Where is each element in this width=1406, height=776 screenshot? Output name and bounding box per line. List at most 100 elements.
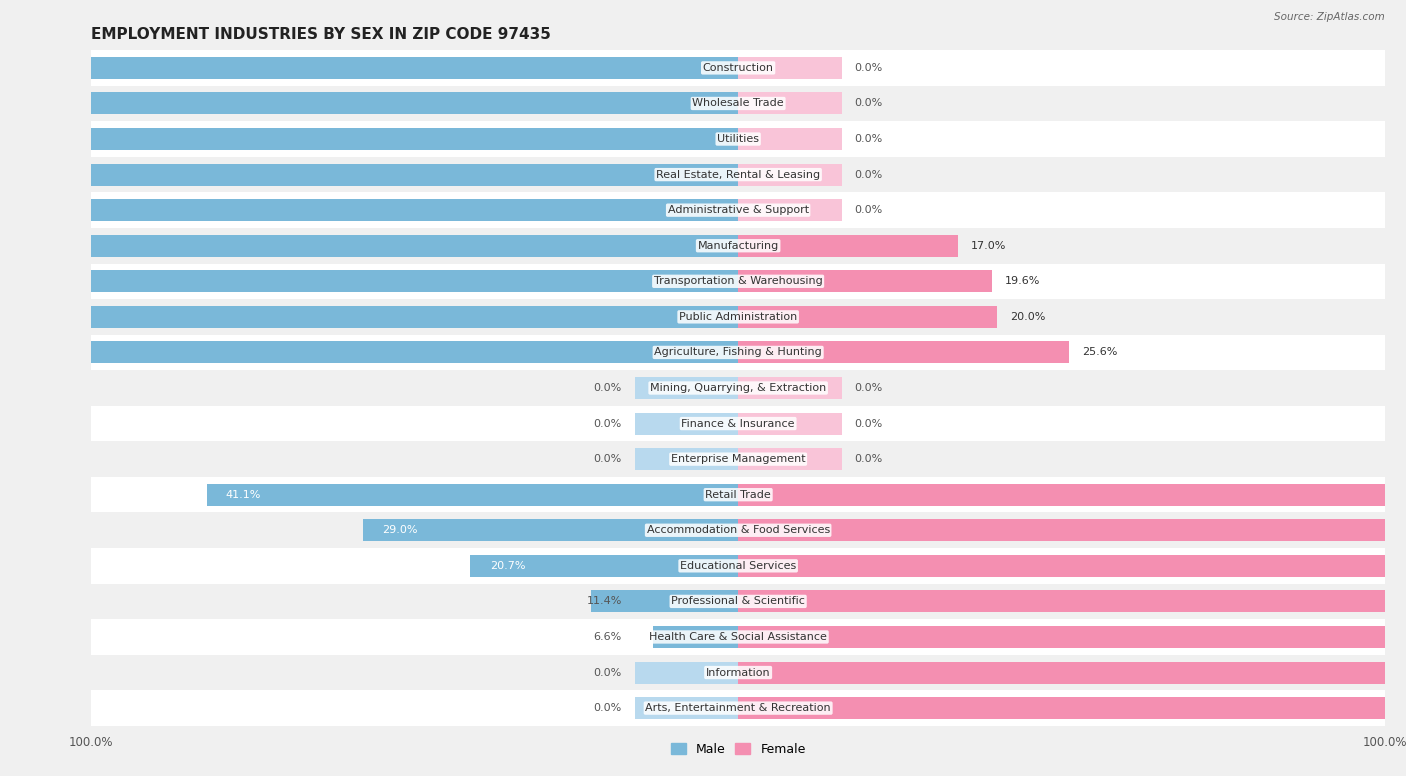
Text: Educational Services: Educational Services <box>681 561 796 571</box>
Bar <box>738 483 1406 506</box>
Bar <box>634 697 738 719</box>
Text: 0.0%: 0.0% <box>593 667 621 677</box>
Bar <box>738 57 842 79</box>
Bar <box>0 270 738 293</box>
Text: 20.0%: 20.0% <box>1010 312 1045 322</box>
Bar <box>91 512 1385 548</box>
Text: 25.6%: 25.6% <box>1083 348 1118 358</box>
Text: 0.0%: 0.0% <box>855 170 883 179</box>
Bar <box>471 555 738 577</box>
Bar <box>738 164 842 185</box>
Bar <box>91 264 1385 299</box>
Bar <box>634 661 738 684</box>
Bar <box>738 697 1406 719</box>
Text: 11.4%: 11.4% <box>586 597 621 606</box>
Text: 0.0%: 0.0% <box>855 205 883 215</box>
Bar <box>91 192 1385 228</box>
Bar <box>738 270 991 293</box>
Bar <box>0 164 738 185</box>
Text: 0.0%: 0.0% <box>593 454 621 464</box>
Bar <box>91 655 1385 691</box>
Text: 0.0%: 0.0% <box>855 418 883 428</box>
Bar <box>91 228 1385 264</box>
Bar <box>634 448 738 470</box>
Text: 0.0%: 0.0% <box>855 454 883 464</box>
Text: Wholesale Trade: Wholesale Trade <box>692 99 785 109</box>
Text: Source: ZipAtlas.com: Source: ZipAtlas.com <box>1274 12 1385 22</box>
Text: Professional & Scientific: Professional & Scientific <box>671 597 806 606</box>
Bar <box>91 50 1385 85</box>
Bar <box>738 591 1406 612</box>
Text: Arts, Entertainment & Recreation: Arts, Entertainment & Recreation <box>645 703 831 713</box>
Bar <box>738 199 842 221</box>
Text: 0.0%: 0.0% <box>593 703 621 713</box>
Bar <box>91 406 1385 442</box>
Text: Retail Trade: Retail Trade <box>706 490 770 500</box>
Bar <box>91 442 1385 477</box>
Bar <box>0 234 738 257</box>
Text: 6.6%: 6.6% <box>593 632 621 642</box>
Text: 0.0%: 0.0% <box>593 383 621 393</box>
Text: 17.0%: 17.0% <box>972 241 1007 251</box>
Text: EMPLOYMENT INDUSTRIES BY SEX IN ZIP CODE 97435: EMPLOYMENT INDUSTRIES BY SEX IN ZIP CODE… <box>91 27 551 42</box>
Bar <box>738 341 1070 363</box>
Text: Finance & Insurance: Finance & Insurance <box>682 418 794 428</box>
Bar <box>363 519 738 542</box>
Text: Mining, Quarrying, & Extraction: Mining, Quarrying, & Extraction <box>650 383 827 393</box>
Text: Accommodation & Food Services: Accommodation & Food Services <box>647 525 830 535</box>
Bar <box>91 584 1385 619</box>
Text: 41.1%: 41.1% <box>226 490 262 500</box>
Text: 29.0%: 29.0% <box>382 525 418 535</box>
Bar <box>0 306 738 328</box>
Text: 0.0%: 0.0% <box>855 63 883 73</box>
Text: 19.6%: 19.6% <box>1005 276 1040 286</box>
Bar <box>91 85 1385 121</box>
Text: 0.0%: 0.0% <box>855 383 883 393</box>
Bar <box>91 121 1385 157</box>
Bar <box>738 626 1406 648</box>
Bar <box>91 334 1385 370</box>
Text: 20.7%: 20.7% <box>489 561 526 571</box>
Bar <box>207 483 738 506</box>
Bar <box>0 57 738 79</box>
Text: Administrative & Support: Administrative & Support <box>668 205 808 215</box>
Bar <box>738 306 997 328</box>
Text: Public Administration: Public Administration <box>679 312 797 322</box>
Text: Transportation & Warehousing: Transportation & Warehousing <box>654 276 823 286</box>
Bar <box>0 341 738 363</box>
Bar <box>738 377 842 399</box>
Text: Agriculture, Fishing & Hunting: Agriculture, Fishing & Hunting <box>654 348 823 358</box>
Text: Real Estate, Rental & Leasing: Real Estate, Rental & Leasing <box>657 170 820 179</box>
Bar <box>634 413 738 435</box>
Bar <box>91 691 1385 726</box>
Bar <box>738 413 842 435</box>
Bar <box>738 661 1406 684</box>
Text: Information: Information <box>706 667 770 677</box>
Text: Utilities: Utilities <box>717 134 759 144</box>
Legend: Male, Female: Male, Female <box>665 738 811 760</box>
Bar <box>0 92 738 115</box>
Text: 0.0%: 0.0% <box>855 134 883 144</box>
Bar <box>91 477 1385 512</box>
Bar <box>652 626 738 648</box>
Text: Construction: Construction <box>703 63 773 73</box>
Bar <box>738 234 957 257</box>
Text: 0.0%: 0.0% <box>593 418 621 428</box>
Bar <box>591 591 738 612</box>
Bar <box>738 92 842 115</box>
Bar <box>738 448 842 470</box>
Bar <box>0 199 738 221</box>
Bar <box>91 157 1385 192</box>
Text: Health Care & Social Assistance: Health Care & Social Assistance <box>650 632 827 642</box>
Bar <box>91 370 1385 406</box>
Bar <box>634 377 738 399</box>
Bar <box>91 548 1385 584</box>
Text: 0.0%: 0.0% <box>855 99 883 109</box>
Bar <box>738 519 1406 542</box>
Bar <box>91 299 1385 334</box>
Bar <box>738 555 1406 577</box>
Bar <box>91 619 1385 655</box>
Text: Enterprise Management: Enterprise Management <box>671 454 806 464</box>
Bar <box>0 128 738 150</box>
Bar <box>738 128 842 150</box>
